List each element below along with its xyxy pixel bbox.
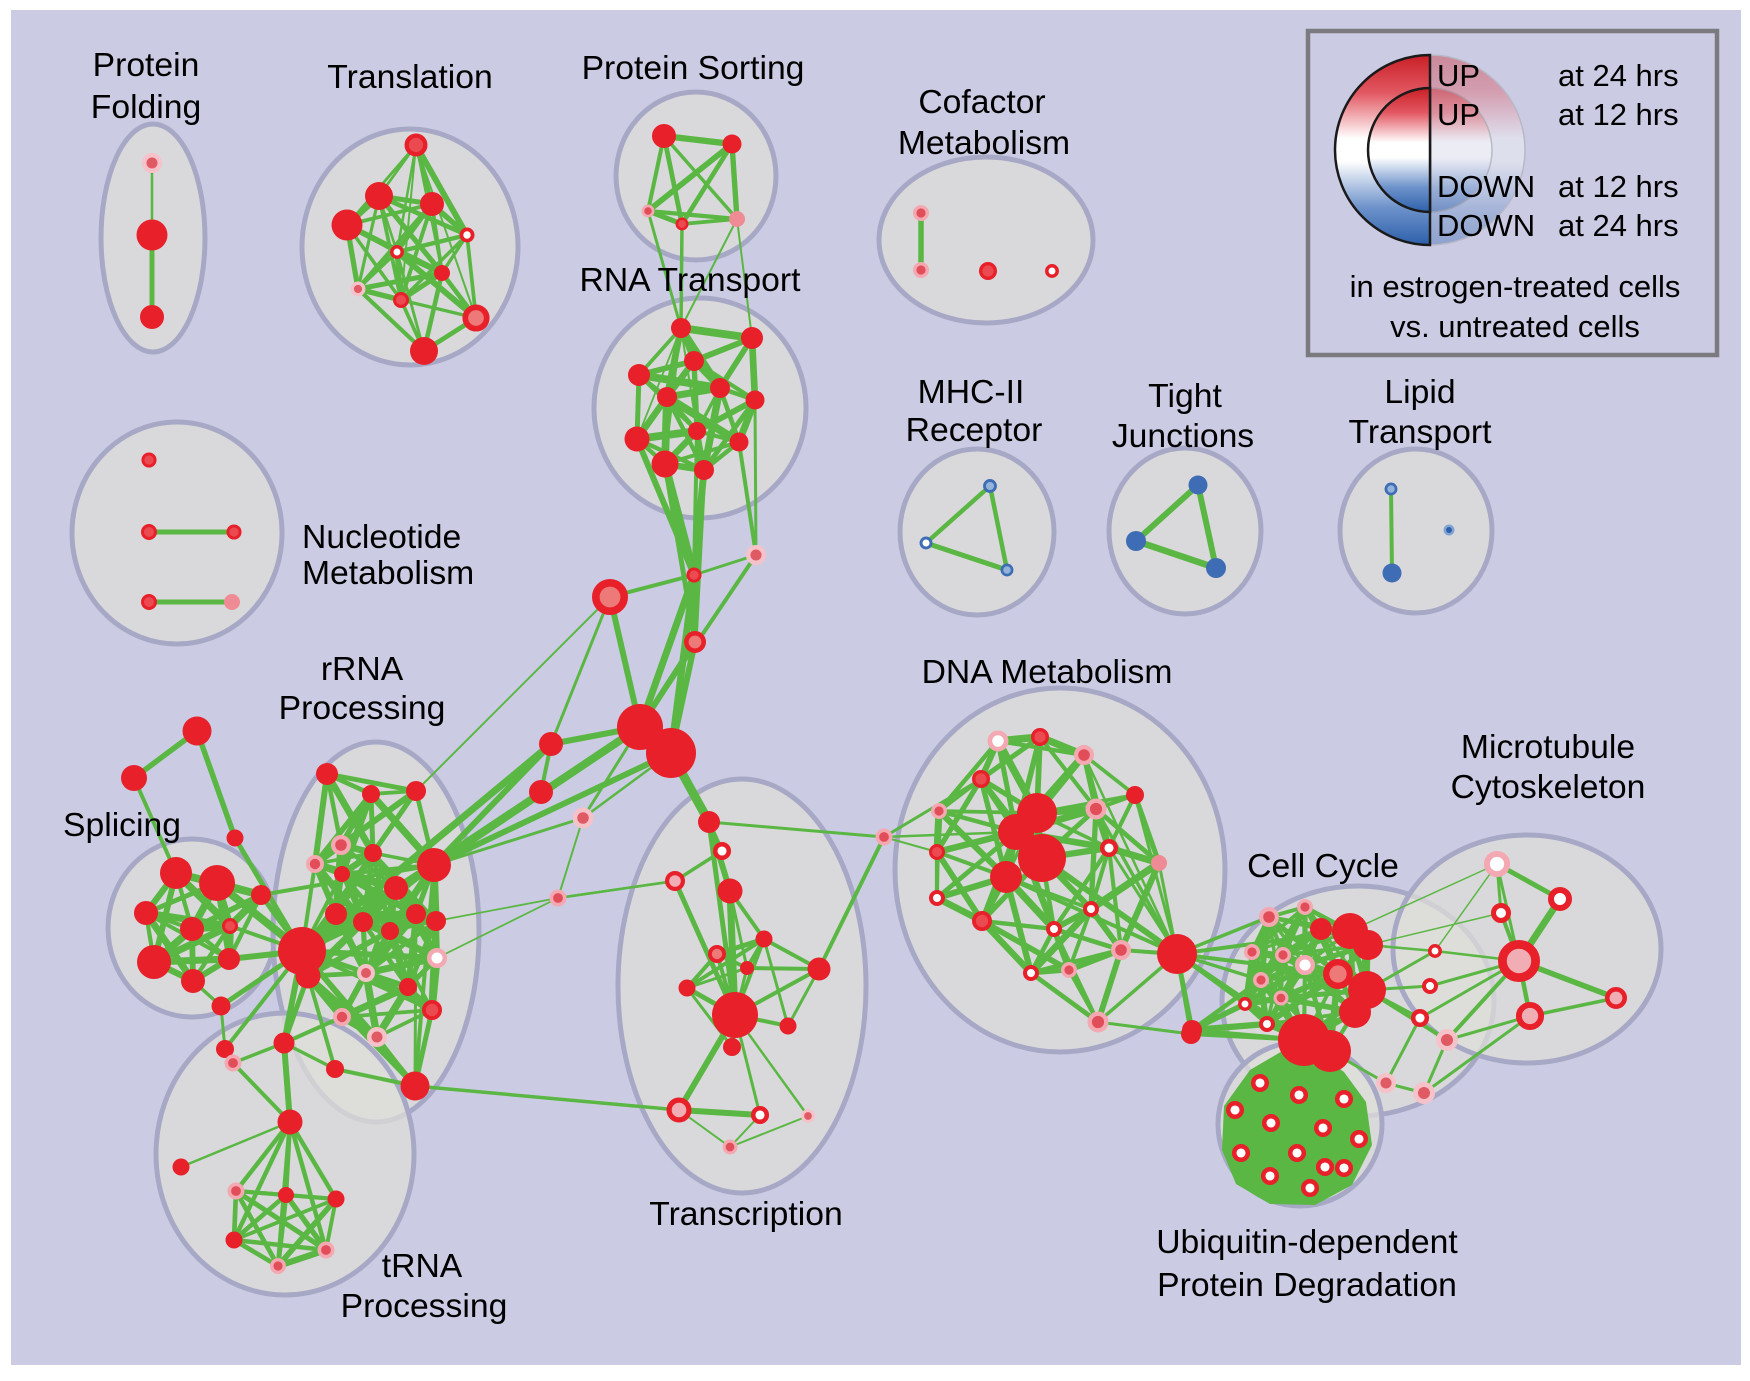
svg-text:DOWN: DOWN [1437,169,1535,204]
svg-text:Protein Degradation: Protein Degradation [1157,1266,1457,1304]
svg-text:MHC-II: MHC-II [918,373,1025,411]
svg-text:DNA Metabolism: DNA Metabolism [922,653,1173,691]
svg-text:Folding: Folding [91,88,202,126]
svg-text:Metabolism: Metabolism [898,124,1070,162]
svg-text:Processing: Processing [341,1287,508,1325]
svg-text:Lipid: Lipid [1384,373,1455,411]
svg-text:Cytoskeleton: Cytoskeleton [1451,768,1646,806]
svg-text:Microtubule: Microtubule [1461,728,1635,766]
svg-text:Transport: Transport [1349,413,1493,451]
svg-text:Metabolism: Metabolism [302,554,474,592]
svg-text:Protein: Protein [93,46,200,84]
svg-text:at 24 hrs: at 24 hrs [1558,58,1679,93]
svg-text:RNA Transport: RNA Transport [580,261,802,299]
svg-text:Protein Sorting: Protein Sorting [582,49,805,87]
svg-text:Cell Cycle: Cell Cycle [1247,847,1399,885]
svg-text:rRNA: rRNA [321,650,404,688]
svg-text:Cofactor: Cofactor [918,83,1045,121]
svg-text:Nucleotide: Nucleotide [302,518,461,556]
svg-text:DOWN: DOWN [1437,208,1535,243]
svg-text:Translation: Translation [327,58,492,96]
svg-text:at 12 hrs: at 12 hrs [1558,97,1679,132]
svg-text:in estrogen-treated cells: in estrogen-treated cells [1350,269,1681,304]
svg-text:Junctions: Junctions [1112,417,1254,455]
svg-text:UP: UP [1437,58,1480,93]
svg-text:UP: UP [1437,97,1480,132]
svg-text:Ubiquitin-dependent: Ubiquitin-dependent [1156,1223,1458,1261]
svg-text:at 24 hrs: at 24 hrs [1558,208,1679,243]
svg-text:Transcription: Transcription [649,1195,842,1233]
svg-text:Processing: Processing [279,689,446,727]
svg-text:Receptor: Receptor [906,411,1043,449]
svg-text:tRNA: tRNA [382,1247,463,1285]
svg-text:vs. untreated cells: vs. untreated cells [1390,309,1640,344]
svg-text:at 12 hrs: at 12 hrs [1558,169,1679,204]
svg-text:Tight: Tight [1148,377,1222,415]
svg-text:Splicing: Splicing [63,806,181,844]
